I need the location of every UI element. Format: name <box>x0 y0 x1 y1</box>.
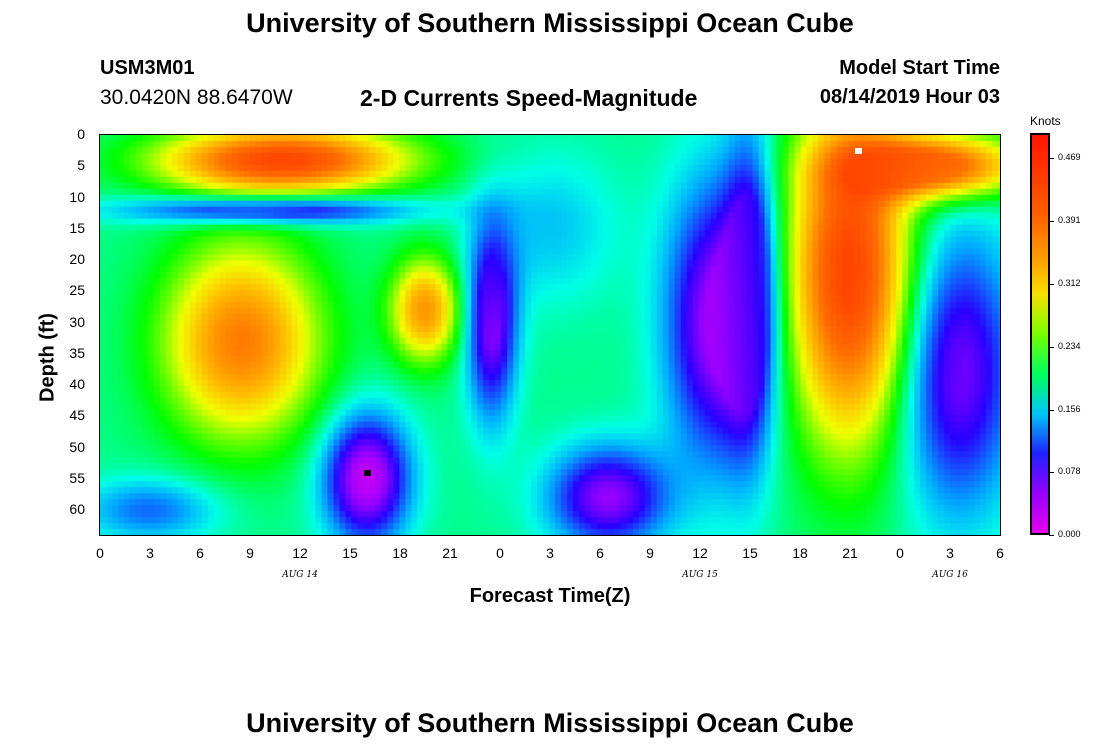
page-title-bottom: University of Southern Mississippi Ocean… <box>246 708 854 738</box>
y-tick-label: 0 <box>77 126 85 142</box>
day-label: AUG 15 <box>682 570 718 580</box>
y-tick-label: 25 <box>69 282 85 299</box>
x-tick-label: 0 <box>96 545 104 561</box>
y-tick-label: 45 <box>69 407 85 424</box>
x-tick-label: 3 <box>946 545 954 561</box>
colorbar-tick <box>1049 409 1054 411</box>
x-axis-label: Forecast Time(Z) <box>469 585 631 607</box>
x-tick-label: 0 <box>496 545 504 561</box>
x-tick-label: 6 <box>196 545 204 561</box>
colorbar-tick-label: 0.234 <box>1058 340 1081 351</box>
day-label: AUG 14 <box>282 570 318 580</box>
location-marker <box>363 469 371 476</box>
x-tick-label: 9 <box>246 545 254 561</box>
colorbar-tick-label: 0.156 <box>1058 403 1081 414</box>
y-tick-label: 35 <box>69 344 85 361</box>
colorbar <box>1030 133 1050 535</box>
model-start-label: Model Start Time <box>839 57 1000 79</box>
x-tick-label: 0 <box>896 545 904 561</box>
x-tick-label: 3 <box>146 545 154 561</box>
x-tick-label: 6 <box>596 545 604 561</box>
colorbar-tick <box>1049 157 1054 159</box>
y-tick-label: 60 <box>69 501 85 517</box>
y-tick-label: 30 <box>69 313 85 330</box>
page-title: University of Southern Mississippi Ocean… <box>246 8 854 38</box>
x-tick-label: 12 <box>292 545 308 561</box>
y-tick-label: 10 <box>69 188 85 205</box>
colorbar-tick <box>1049 346 1054 348</box>
x-tick-label: 18 <box>392 545 408 561</box>
colorbar-tick-label: 0.000 <box>1058 529 1081 539</box>
station-coordinates: 30.0420N 88.6470W <box>100 86 293 109</box>
x-tick-label: 9 <box>646 545 654 561</box>
heatmap-plot <box>99 134 1001 536</box>
x-tick-label: 21 <box>442 545 458 561</box>
y-tick-label: 5 <box>77 157 85 174</box>
day-label: AUG 16 <box>932 570 968 580</box>
plot-title: 2-D Currents Speed-Magnitude <box>360 85 698 111</box>
colorbar-tick <box>1049 472 1054 474</box>
colorbar-tick <box>1049 284 1054 286</box>
y-axis-label: Depth (ft) <box>36 313 59 402</box>
y-tick-label: 55 <box>69 469 85 486</box>
x-tick-label: 21 <box>842 545 858 561</box>
model-start-value: 08/14/2019 Hour 03 <box>819 86 1000 108</box>
colorbar-tick-label: 0.078 <box>1058 466 1081 477</box>
y-tick-label: 50 <box>69 438 85 455</box>
speed-field <box>100 135 1000 535</box>
x-tick-label: 15 <box>742 545 758 561</box>
colorbar-tick <box>1049 535 1054 536</box>
x-tick-label: 18 <box>792 545 808 561</box>
colorbar-unit: Knots <box>1030 114 1061 128</box>
colorbar-tick-label: 0.469 <box>1058 151 1081 162</box>
x-tick-label: 3 <box>546 545 554 561</box>
y-tick-label: 40 <box>69 376 85 392</box>
location-marker <box>855 147 863 154</box>
x-tick-label: 15 <box>342 545 358 561</box>
colorbar-tick-label: 0.312 <box>1058 278 1081 289</box>
x-tick-label: 6 <box>996 545 1004 561</box>
colorbar-tick <box>1049 220 1054 222</box>
x-tick-label: 12 <box>692 545 708 561</box>
station-id: USM3M01 <box>100 57 195 79</box>
y-tick-label: 20 <box>69 251 85 267</box>
y-tick-label: 15 <box>69 219 85 236</box>
colorbar-tick-label: 0.391 <box>1058 214 1081 225</box>
